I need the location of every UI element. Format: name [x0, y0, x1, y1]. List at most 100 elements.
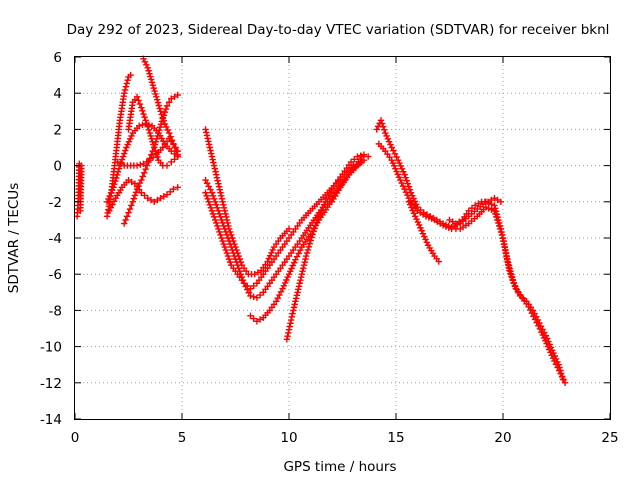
data-point-fill: [207, 147, 214, 154]
data-point: [247, 285, 254, 292]
x-tick-label: 25: [601, 430, 618, 446]
data-point-fill: [124, 76, 131, 84]
data-point: [170, 140, 177, 148]
data-point: [144, 64, 151, 72]
data-point-fill: [117, 160, 125, 167]
data-point-fill: [109, 187, 116, 194]
data-point-fill: [292, 295, 300, 302]
data-point: [296, 280, 303, 287]
data-point-fill: [381, 126, 388, 134]
data-point-fill: [397, 162, 404, 170]
data-point-fill: [171, 156, 178, 163]
data-point-fill: [299, 267, 306, 275]
data-point-fill: [285, 329, 292, 337]
data-point-fill: [159, 114, 166, 121]
x-tick-label: 20: [494, 430, 511, 446]
data-point-fill: [125, 138, 133, 145]
data-point: [412, 213, 419, 220]
data-point-fill: [147, 196, 155, 204]
data-point-fill: [135, 182, 142, 190]
data-point-fill: [160, 193, 168, 200]
data-point-fill: [135, 97, 142, 104]
x-axis-label: GPS time / hours: [283, 459, 396, 475]
data-point: [150, 144, 158, 151]
data-point-fill: [128, 178, 135, 186]
series-track-1: [73, 160, 85, 220]
data-point-fill: [148, 151, 155, 158]
data-point-fill: [392, 165, 399, 172]
data-point-fill: [289, 310, 296, 317]
data-point-fill: [425, 214, 433, 221]
data-point-fill: [313, 219, 321, 226]
data-point: [561, 379, 569, 386]
data-point-fill: [498, 231, 506, 239]
x-tick-label: 15: [387, 430, 404, 446]
data-point-fill: [149, 138, 156, 145]
data-point-fill: [311, 225, 318, 232]
data-point: [360, 156, 368, 164]
data-point-fill: [559, 373, 566, 380]
data-point-fill: [210, 213, 218, 221]
series-track-17: [405, 198, 442, 265]
data-points: [73, 55, 569, 386]
plot-frame: [74, 56, 611, 420]
data-point-fill: [302, 255, 309, 263]
data-point-fill: [210, 195, 218, 202]
data-point: [103, 198, 111, 205]
data-point: [283, 336, 291, 343]
data-point: [133, 185, 141, 193]
data-point-fill: [497, 228, 505, 236]
data-point-fill: [204, 135, 211, 142]
data-point-fill: [119, 153, 127, 160]
data-point-fill: [539, 331, 547, 339]
data-point-fill: [141, 113, 148, 121]
data-point-fill: [154, 132, 161, 140]
data-point: [157, 194, 164, 202]
data-point-fill: [211, 165, 219, 172]
y-axis-label: SDTVAR / TECUs: [6, 183, 22, 293]
data-point: [129, 198, 136, 205]
data-point-fill: [204, 195, 211, 202]
data-point-fill: [401, 185, 408, 193]
data-point-fill: [146, 70, 153, 77]
data-point: [206, 144, 214, 151]
x-tick-label: 0: [71, 430, 80, 446]
data-point: [285, 271, 293, 278]
data-point: [170, 185, 177, 193]
y-tick-label: -4: [49, 231, 62, 247]
data-point: [347, 158, 355, 166]
data-point-fill: [428, 215, 435, 222]
data-point-fill: [404, 191, 411, 199]
y-tick-label: 6: [53, 50, 62, 66]
data-point-fill: [235, 264, 242, 272]
data-point-fill: [225, 237, 233, 245]
data-point-fill: [153, 96, 161, 103]
data-point-fill: [163, 123, 170, 131]
data-point-fill: [128, 202, 135, 209]
data-point: [446, 216, 453, 224]
data-point-fill: [318, 207, 325, 214]
data-point-fill: [285, 326, 293, 333]
series-track-11: [202, 162, 357, 292]
series-track-8: [140, 55, 181, 158]
data-point: [202, 189, 209, 196]
data-point: [491, 207, 498, 215]
series-track-15: [373, 117, 567, 383]
data-point-fill: [139, 173, 146, 180]
data-point: [382, 129, 389, 137]
data-point-fill: [141, 58, 149, 66]
x-tick-label: 5: [178, 430, 187, 446]
series-track-4: [106, 176, 181, 215]
data-point-fill: [203, 129, 210, 136]
data-point-fill: [485, 205, 492, 212]
data-point-fill: [223, 216, 231, 224]
data-point-fill: [213, 174, 221, 181]
data-point: [155, 129, 162, 137]
data-point-fill: [139, 107, 146, 115]
y-tick-label: -14: [40, 412, 62, 428]
data-point-fill: [549, 354, 557, 362]
data-point-fill: [154, 99, 162, 106]
data-point-fill: [112, 177, 119, 185]
data-point-fill: [171, 93, 178, 101]
